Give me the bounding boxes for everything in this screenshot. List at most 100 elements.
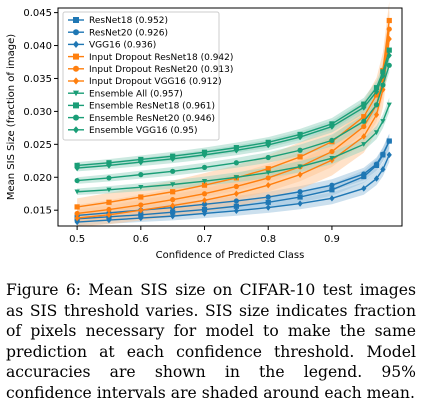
data-point xyxy=(138,212,144,218)
data-point xyxy=(265,141,271,149)
data-point xyxy=(297,133,303,141)
legend-marker xyxy=(73,53,79,60)
data-point xyxy=(170,212,176,220)
y-tick-label: 0.045 xyxy=(23,8,52,19)
legend-marker xyxy=(73,102,79,109)
legend-label: Input Dropout VGG16 (0.912) xyxy=(89,77,222,87)
data-point xyxy=(297,171,303,178)
confidence-band xyxy=(77,20,390,227)
x-tick-label: 0.7 xyxy=(197,234,213,245)
data-point xyxy=(373,111,380,118)
data-point xyxy=(380,69,386,75)
legend-label: ResNet20 (0.926) xyxy=(89,28,168,38)
data-point xyxy=(74,164,80,172)
data-point xyxy=(170,168,176,174)
data-point xyxy=(74,204,80,210)
data-point xyxy=(138,158,144,166)
data-point xyxy=(361,185,367,192)
data-point xyxy=(106,206,112,213)
data-point xyxy=(297,194,303,200)
data-point xyxy=(361,142,367,147)
data-point xyxy=(386,47,392,53)
legend-marker xyxy=(73,65,79,72)
legend-item: Input Dropout VGG16 (0.912) xyxy=(68,77,222,87)
data-point xyxy=(297,189,303,195)
data-point xyxy=(361,101,367,107)
data-point xyxy=(201,201,208,207)
series-5 xyxy=(74,35,392,222)
legend-label: Ensemble ResNet20 (0.946) xyxy=(89,114,215,124)
legend-item: Input Dropout ResNet20 (0.913) xyxy=(68,65,233,75)
x-axis-ticks: 0.5 0.6 0.7 0.8 0.9 xyxy=(69,226,340,245)
legend-marker xyxy=(73,29,79,36)
y-tick-label: 0.025 xyxy=(23,140,52,151)
data-point xyxy=(265,170,271,176)
data-point xyxy=(106,199,112,205)
data-point xyxy=(373,88,380,95)
data-point xyxy=(233,203,239,209)
legend-frame xyxy=(62,11,220,141)
legend: ResNet18 (0.952) ResNet20 (0.926) VGG16 (0… xyxy=(62,11,233,141)
data-point xyxy=(233,190,239,197)
data-point xyxy=(138,206,144,214)
data-point xyxy=(329,182,335,188)
legend-item: ResNet18 (0.952) xyxy=(68,16,168,26)
legend-marker xyxy=(73,126,79,134)
data-point xyxy=(265,166,271,172)
data-point xyxy=(380,119,386,124)
y-tick-label: 0.040 xyxy=(23,41,52,52)
data-point xyxy=(329,195,335,202)
data-point xyxy=(138,184,144,190)
data-point xyxy=(386,35,392,43)
data-point xyxy=(386,102,392,108)
series-2 xyxy=(74,151,392,226)
data-point xyxy=(233,183,239,190)
legend-marker xyxy=(73,40,79,48)
data-point xyxy=(380,82,386,88)
data-point xyxy=(170,202,176,209)
confidence-band xyxy=(77,97,390,196)
y-tick-label: 0.015 xyxy=(23,206,52,217)
legend-label: ResNet18 (0.952) xyxy=(89,16,168,26)
data-point xyxy=(380,72,386,80)
y-tick-label: 0.020 xyxy=(23,173,52,184)
data-point xyxy=(380,86,386,93)
x-tick-label: 0.9 xyxy=(324,234,340,245)
data-point xyxy=(74,214,80,222)
data-point xyxy=(233,207,239,215)
legend-marker xyxy=(73,17,79,23)
data-point xyxy=(297,200,303,207)
data-point xyxy=(138,172,144,178)
legend-item: Ensemble All (0.957) xyxy=(68,89,183,99)
data-point xyxy=(106,216,112,224)
data-point xyxy=(170,182,176,188)
legend-label: Ensemble All (0.957) xyxy=(89,89,183,99)
figure-caption: Figure 6: Mean SIS size on CIFAR-10 test… xyxy=(6,281,416,402)
data-point xyxy=(361,133,367,140)
data-point xyxy=(138,194,144,200)
y-tick-label: 0.030 xyxy=(23,107,52,118)
data-point xyxy=(170,197,176,203)
series-9 xyxy=(74,52,392,172)
legend-label: Input Dropout ResNet18 (0.942) xyxy=(89,53,233,63)
confidence-band xyxy=(77,48,390,172)
data-point xyxy=(170,189,176,195)
data-point xyxy=(386,62,392,68)
data-point xyxy=(380,166,386,173)
y-axis-ticks: 0.015 0.020 0.025 0.030 0.035 0.040 0.045 xyxy=(23,8,58,217)
data-point xyxy=(329,155,335,161)
data-point xyxy=(233,160,239,166)
data-point xyxy=(170,209,176,215)
data-point xyxy=(373,130,380,136)
data-point xyxy=(361,123,367,130)
legend-label: Ensemble ResNet18 (0.961) xyxy=(89,102,215,112)
sis-size-chart: 0.5 0.6 0.7 0.8 0.9 0.015 0.020 0.025 0.030 0.03… xyxy=(6,1,403,261)
legend-item: Input Dropout ResNet18 (0.942) xyxy=(68,53,233,63)
data-point xyxy=(361,114,367,120)
data-point xyxy=(373,175,380,182)
data-point xyxy=(361,171,367,177)
data-point xyxy=(106,211,112,219)
plot-frame xyxy=(57,7,403,227)
data-point xyxy=(297,154,303,160)
legend-item: Ensemble ResNet18 (0.961) xyxy=(68,102,215,112)
